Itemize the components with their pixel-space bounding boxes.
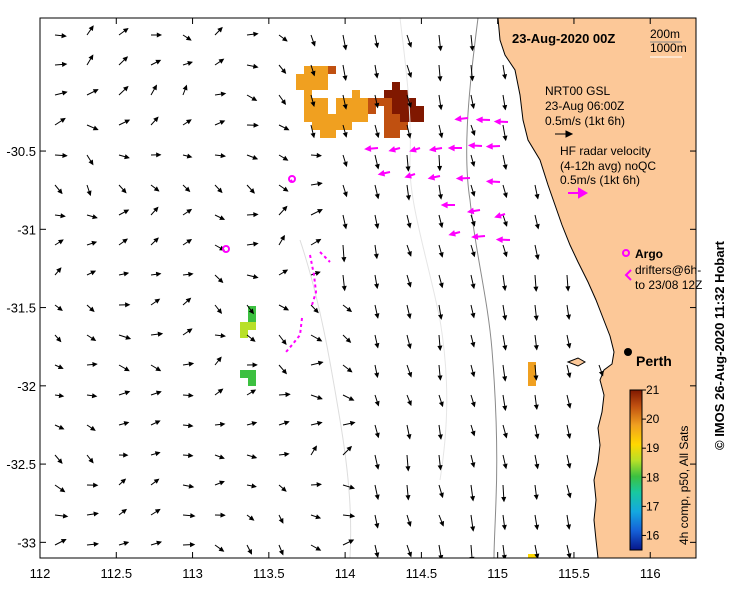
x-tick-label: 112.5 (100, 566, 132, 581)
argo-legend-marker (622, 249, 630, 257)
seamount-contour (179, 359, 201, 558)
colorbar: 21 20 19 18 17 16 4h comp, p50, All Sats (629, 383, 691, 551)
sst-layer (240, 66, 536, 558)
perth-label: Perth (636, 353, 672, 369)
x-tick-label: 115 (487, 566, 508, 581)
colorbar-tick-label: 19 (646, 441, 660, 455)
rottnest-island (566, 357, 587, 367)
colorbar-tick-label: 20 (646, 412, 660, 426)
x-tick-label: 114 (335, 566, 356, 581)
argo-floats (222, 175, 296, 253)
hf-radar-averaging: (4-12h avg) noQC (560, 159, 656, 173)
hf-radar-scale-arrow (568, 187, 589, 199)
x-tick-label: 116 (640, 566, 661, 581)
x-tick-label: 115.5 (558, 566, 590, 581)
colorbar-ticks: 21 20 19 18 17 16 (642, 383, 660, 542)
seamount-contour-c (389, 469, 404, 558)
gsl-title: NRT00 GSL (545, 84, 610, 98)
depth-legend-1000m: 1000m (650, 41, 687, 55)
hf-radar-title: HF radar velocity (560, 144, 651, 158)
colorbar-caption: 4h comp, p50, All Sats (677, 426, 691, 545)
argo-float-2 (222, 245, 230, 253)
bathymetry-contours (179, 18, 498, 558)
drifters-label-line1: drifters@6h- (635, 263, 701, 277)
colorbar-gradient (629, 389, 643, 551)
y-tick-label: -33 (17, 535, 36, 550)
hf-radar-scale: 0.5m/s (1kt 6h) (560, 173, 640, 187)
y-tick-label: -32.5 (6, 457, 36, 472)
drifters-label-line2: to 23/08 12Z (635, 278, 702, 292)
land (497, 18, 696, 558)
gsl-scale: 0.5m/s (1kt 6h) (545, 114, 625, 128)
depth-legend-200m: 200m (650, 27, 680, 41)
drifter-track-2 (285, 317, 303, 353)
x-axis: 112 112.5 113 113.5 114 114.5 115 115.5 116 (30, 18, 661, 581)
gsl-time: 23-Aug 06:00Z (545, 99, 624, 113)
perth-marker (624, 348, 632, 356)
y-tick-label: -30.5 (6, 144, 36, 159)
gsl-scale-arrow (555, 130, 574, 138)
isobath-1000m (439, 18, 476, 558)
velocity-vectors (54, 25, 604, 558)
y-tick-label: -31 (17, 222, 36, 237)
argo-float-1 (288, 175, 296, 183)
drifter-track-4 (319, 251, 331, 263)
x-tick-label: 112 (30, 566, 51, 581)
y-tick-label: -31.5 (6, 301, 36, 316)
hf-radar-vectors (364, 115, 511, 244)
y-axis: -30.5 -31 -31.5 -32 -32.5 -33 (6, 144, 696, 550)
x-tick-label: 113 (182, 566, 203, 581)
y-tick-label: -32 (17, 379, 36, 394)
drifters-legend-marker (624, 269, 632, 281)
argo-label: Argo (635, 247, 663, 261)
x-tick-label: 113.5 (253, 566, 285, 581)
date-label: 23-Aug-2020 00Z (512, 31, 615, 46)
x-tick-label: 114.5 (406, 566, 438, 581)
isobath-1000m-b (399, 18, 448, 481)
plot-frame (39, 17, 697, 559)
isobath-200m (466, 18, 498, 558)
colorbar-tick-label: 16 (646, 528, 660, 542)
colorbar-tick-label: 18 (646, 470, 660, 484)
colorbar-tick-label: 17 (646, 499, 660, 513)
drifter-track-1 (309, 254, 318, 306)
credit-text: © IMOS 26-Aug-2020 11:32 Hobart (712, 241, 727, 450)
colorbar-tick-label: 21 (646, 383, 660, 397)
